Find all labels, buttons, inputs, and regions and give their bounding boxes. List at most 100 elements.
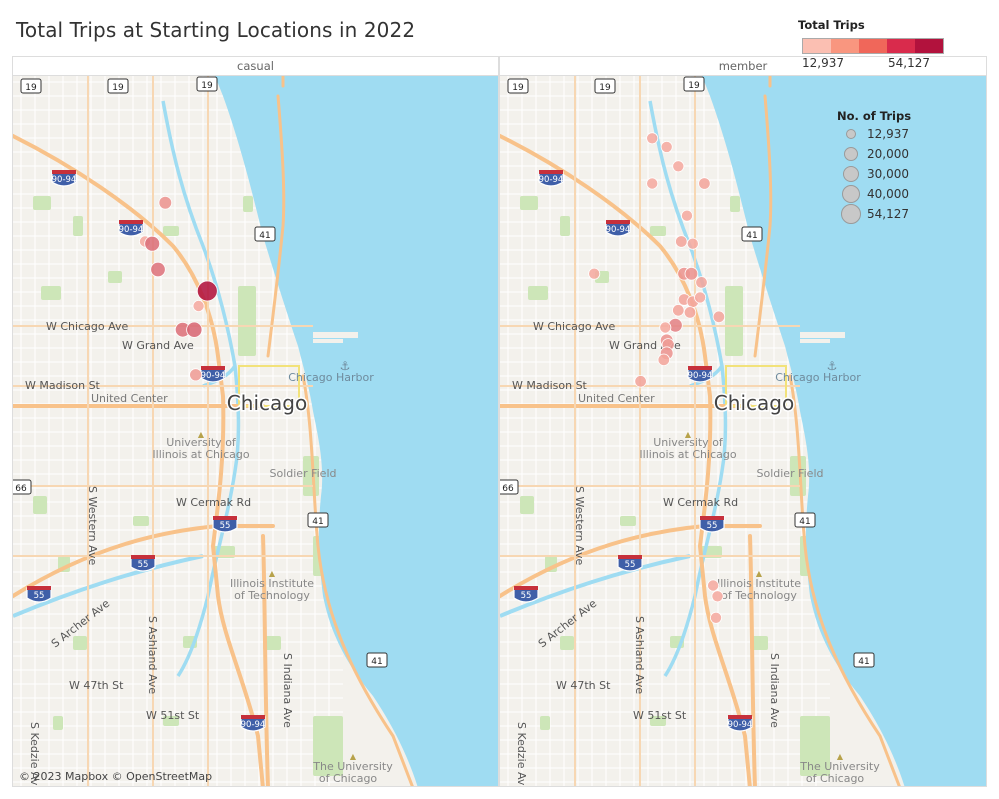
highway-dan-ryan [261,534,270,786]
interstate-shield-icon [130,556,156,572]
arterials [13,76,313,786]
color-legend-min: 12,937 [802,56,844,70]
park-area [41,286,61,300]
anchor-icon: ⚓ [827,359,838,373]
highway-55 [13,524,275,598]
park-area [620,516,636,526]
trip-marker [192,299,205,312]
street-label: W Grand Ave [122,339,194,352]
anchor-icon: ⚓ [340,359,351,373]
ramp-swatch [803,39,831,53]
map-attribution[interactable]: © 2023 Mapbox © OpenStreetMap [19,770,213,783]
sanitary-canal [500,554,691,618]
shield-label: 41 [371,657,382,667]
trip-marker [660,140,673,153]
route-shield-icon [594,78,616,94]
shield-label: 19 [599,83,611,93]
interstate-shield-icon [687,367,713,383]
place-label: United Center [578,392,655,405]
highway-shield-icon: 55 [617,555,643,572]
place-label: of Chicago [319,772,378,785]
lake-michigan [215,76,498,786]
interstate-shield-icon [26,587,52,603]
highway-shield-icon: 55 [513,586,539,603]
trip-marker [711,590,724,603]
route-shield-icon [741,226,763,242]
trip-marker [709,611,722,624]
map-canvas-casual[interactable]: W Chicago Ave W Grand Ave W Madison St W Ce… [13,76,499,787]
trip-marker [646,132,659,145]
trip-marker [657,353,671,367]
trip-marker [186,321,203,338]
park-area [560,636,574,650]
street-label: W Cermak Rd [663,496,738,509]
map-casual[interactable]: W Chicago Ave W Grand Ave W Madison St W Ce… [12,75,499,787]
highway-shield-icon: 90-94 [727,715,753,732]
highway-shield-icon: 41 [794,512,816,528]
park-area [750,636,768,650]
place-label: Illinois at Chicago [639,448,736,461]
interstate-shield-icon [699,517,725,533]
place-label: Illinois at Chicago [152,448,249,461]
highway-shield-icon: 90-94 [240,715,266,732]
shield-label: 41 [799,517,810,527]
trip-marker [712,310,726,324]
campus-icon: ▲ [756,569,763,578]
trip-marker [675,235,688,248]
shield-label: 90-94 [241,720,266,730]
park-area [560,216,570,236]
route-shield-icon [683,76,705,92]
street-label: W Chicago Ave [46,320,128,333]
park-area [108,271,122,283]
interstate-shield-band [213,516,237,520]
interstate-shield-icon [513,587,539,603]
interstate-shield-icon [538,171,564,187]
size-dot [843,146,859,162]
trip-marker [698,177,711,190]
route-shield-icon [307,512,329,528]
lake-shore-drive-south [301,374,414,786]
place-label: Chicago Harbor [775,371,861,384]
interstate-shield-band [131,555,155,559]
highway-shield-icon: 41 [254,226,276,242]
size-legend-item: 40,000 [837,184,957,205]
ramp-swatch [887,39,915,53]
park-area [313,716,343,776]
interstate-shield-band [618,555,642,559]
campus-icon: ▲ [198,430,205,439]
trip-marker [707,579,720,592]
navy-pier [800,332,845,338]
trip-marker [158,196,173,210]
trip-markers [588,132,726,624]
size-legend-title: No. of Trips [837,109,912,123]
highway-shield-icon: 90-94 [538,170,564,187]
highway-90-94 [500,134,752,786]
trip-marker [144,235,161,252]
interstate-shield-icon [617,556,643,572]
trip-marker [686,237,699,250]
interstate-shield-band [700,516,724,520]
park-area [73,216,83,236]
highway-shield-icon: 90-94 [118,220,144,237]
map-member[interactable]: W Chicago Ave W Grand Ave W Madison St W Ce… [499,75,987,787]
trip-marker [189,368,203,382]
interstate-shield-icon [240,716,266,732]
size-legend-item: 54,127 [837,204,957,225]
ramp-swatch [831,39,859,53]
pier [313,339,343,343]
navy-pier [313,332,358,338]
shield-label: 19 [25,83,37,93]
highway-55 [500,524,762,598]
trip-marker [694,291,707,304]
park-area [133,516,149,526]
trip-marker [680,209,693,222]
park-area [238,286,256,356]
highway-shield-icon: 66 [13,479,32,495]
shield-label: 19 [201,81,213,91]
size-dot [842,165,860,183]
size-legend: No. of Trips 12,937 20,000 30,000 40,000… [837,109,957,224]
route-shield-icon [366,652,388,668]
place-label: University of [653,436,724,449]
highways [500,76,901,786]
